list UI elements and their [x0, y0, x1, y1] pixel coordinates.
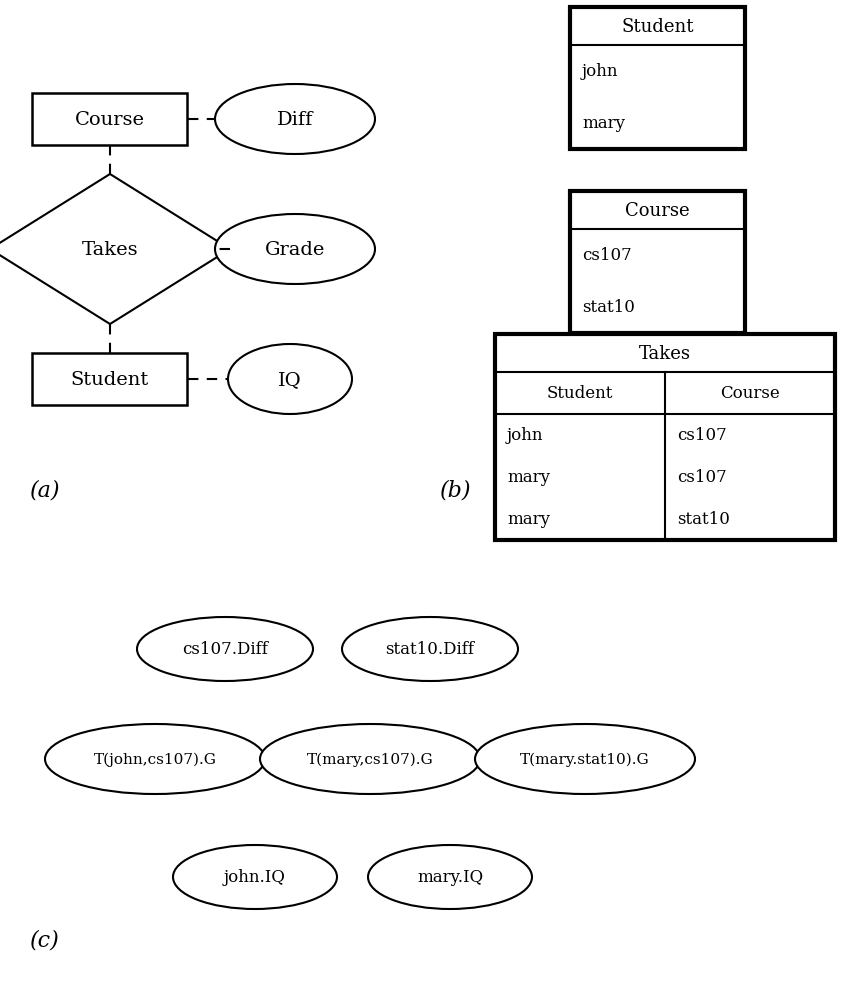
Text: T(john,cs107).G: T(john,cs107).G — [94, 752, 217, 766]
Bar — [570, 8, 745, 150]
Text: Course: Course — [720, 385, 779, 403]
Text: Diff: Diff — [277, 111, 313, 129]
Ellipse shape — [137, 617, 313, 681]
Text: stat10.Diff: stat10.Diff — [386, 641, 474, 658]
Text: john: john — [507, 427, 543, 444]
Text: cs107: cs107 — [582, 248, 632, 264]
Text: Student: Student — [71, 371, 149, 389]
Bar — [570, 192, 745, 334]
Ellipse shape — [260, 725, 480, 794]
Text: Takes: Takes — [639, 345, 691, 363]
Text: cs107: cs107 — [677, 469, 727, 486]
Ellipse shape — [173, 845, 337, 910]
Text: mary: mary — [582, 115, 625, 132]
Ellipse shape — [368, 845, 532, 910]
Ellipse shape — [342, 617, 518, 681]
Text: Student: Student — [547, 385, 613, 403]
Text: Grade: Grade — [265, 241, 326, 258]
Text: mary: mary — [507, 511, 550, 528]
Text: (b): (b) — [440, 478, 472, 501]
Ellipse shape — [215, 84, 375, 155]
Text: IQ: IQ — [278, 371, 302, 389]
Text: Takes: Takes — [82, 241, 139, 258]
Text: cs107.Diff: cs107.Diff — [182, 641, 268, 658]
Text: mary.IQ: mary.IQ — [417, 869, 483, 886]
Ellipse shape — [45, 725, 265, 794]
Text: Student: Student — [621, 18, 694, 36]
Polygon shape — [0, 175, 230, 325]
Text: Course: Course — [626, 202, 690, 220]
Text: john: john — [582, 64, 619, 81]
Text: Course: Course — [75, 111, 145, 129]
Text: cs107: cs107 — [677, 427, 727, 444]
Ellipse shape — [475, 725, 695, 794]
Text: T(mary,cs107).G: T(mary,cs107).G — [307, 752, 434, 766]
Text: john.IQ: john.IQ — [224, 869, 286, 886]
Ellipse shape — [215, 215, 375, 284]
Bar — [32, 93, 188, 146]
Bar — [495, 335, 835, 541]
Text: (c): (c) — [30, 928, 60, 950]
Text: T(mary.stat10).G: T(mary.stat10).G — [520, 752, 650, 766]
Text: (a): (a) — [30, 478, 60, 501]
Text: mary: mary — [507, 469, 550, 486]
Text: stat10: stat10 — [677, 511, 730, 528]
Bar — [32, 354, 188, 406]
Text: stat10: stat10 — [582, 299, 635, 316]
Ellipse shape — [228, 345, 352, 414]
